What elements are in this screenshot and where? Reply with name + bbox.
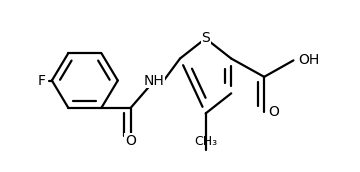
Text: S: S	[201, 31, 210, 45]
Text: CH₃: CH₃	[194, 135, 217, 148]
Text: O: O	[269, 105, 279, 119]
Text: NH: NH	[144, 73, 165, 88]
Text: OH: OH	[298, 53, 319, 67]
Text: O: O	[125, 134, 136, 148]
Text: F: F	[38, 73, 46, 88]
